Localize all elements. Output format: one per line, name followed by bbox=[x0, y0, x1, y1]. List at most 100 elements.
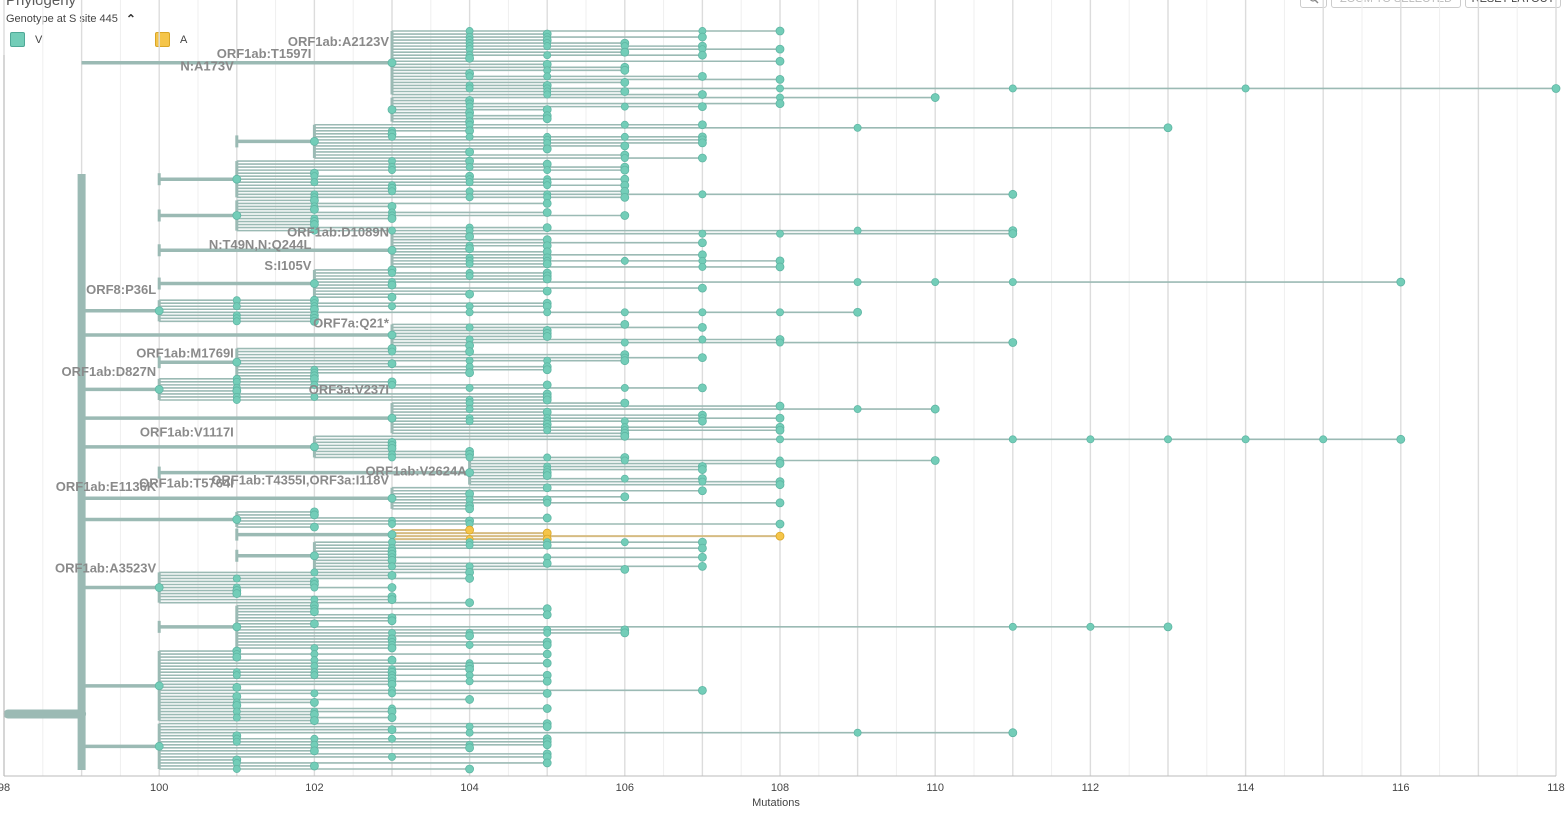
tip-point[interactable] bbox=[620, 78, 630, 87]
node-point[interactable] bbox=[388, 226, 396, 235]
node-point[interactable] bbox=[543, 42, 552, 51]
tip-point[interactable] bbox=[542, 144, 552, 154]
internal-node[interactable] bbox=[232, 515, 242, 524]
node-point[interactable] bbox=[1008, 435, 1017, 444]
node-point[interactable] bbox=[232, 574, 241, 583]
node-point[interactable] bbox=[310, 583, 319, 592]
node-point[interactable] bbox=[388, 520, 396, 528]
node-point[interactable] bbox=[1008, 84, 1017, 93]
tip-point[interactable] bbox=[387, 359, 397, 369]
node-point[interactable] bbox=[776, 84, 784, 93]
tip-point[interactable] bbox=[309, 205, 319, 214]
tip-point[interactable] bbox=[620, 141, 630, 151]
tip-point[interactable] bbox=[465, 147, 475, 157]
tip-point[interactable] bbox=[542, 658, 552, 668]
tip-point[interactable] bbox=[309, 522, 319, 532]
tip-point[interactable] bbox=[775, 413, 785, 423]
internal-node[interactable] bbox=[387, 330, 397, 340]
node-point[interactable] bbox=[465, 323, 474, 332]
tip-point[interactable] bbox=[620, 211, 630, 220]
tip-point[interactable] bbox=[309, 316, 319, 326]
node-point[interactable] bbox=[776, 338, 784, 347]
tip-point[interactable] bbox=[465, 574, 475, 583]
node-point[interactable] bbox=[465, 84, 474, 93]
node-point[interactable] bbox=[232, 396, 241, 404]
tip-point[interactable] bbox=[387, 616, 397, 626]
node-point[interactable] bbox=[388, 347, 396, 356]
node-point[interactable] bbox=[776, 229, 784, 238]
tip-point[interactable] bbox=[542, 365, 552, 375]
node-point[interactable] bbox=[232, 737, 241, 746]
tip-point[interactable] bbox=[775, 262, 785, 272]
node-point[interactable] bbox=[465, 383, 474, 392]
tip-point[interactable] bbox=[775, 44, 785, 54]
tip-point[interactable] bbox=[698, 283, 707, 293]
tip-point[interactable] bbox=[465, 244, 475, 254]
tip-point[interactable] bbox=[309, 607, 319, 617]
node-point[interactable] bbox=[310, 226, 319, 235]
tip-point[interactable] bbox=[775, 519, 785, 529]
node-point[interactable] bbox=[853, 226, 862, 235]
node-point[interactable] bbox=[620, 256, 629, 265]
node-point[interactable] bbox=[931, 278, 940, 286]
node-point[interactable] bbox=[853, 123, 862, 132]
node-point[interactable] bbox=[465, 72, 474, 81]
internal-node[interactable] bbox=[309, 279, 319, 288]
tip-point[interactable] bbox=[698, 323, 707, 332]
tip-point[interactable] bbox=[620, 165, 630, 175]
tip-point[interactable] bbox=[542, 380, 552, 390]
tip-point[interactable] bbox=[930, 404, 940, 414]
tip-point[interactable] bbox=[620, 87, 630, 96]
tip-point[interactable] bbox=[1396, 434, 1406, 444]
node-point[interactable] bbox=[388, 132, 396, 141]
node-point[interactable] bbox=[620, 154, 629, 162]
tip-point[interactable] bbox=[309, 761, 319, 771]
tip-point[interactable] bbox=[698, 102, 707, 112]
tip-point[interactable] bbox=[387, 583, 397, 592]
tip-point[interactable] bbox=[698, 50, 707, 60]
tip-point[interactable] bbox=[542, 610, 552, 620]
tip-point[interactable] bbox=[465, 368, 475, 378]
tip-point[interactable] bbox=[775, 498, 785, 508]
tip-point[interactable] bbox=[698, 416, 707, 426]
tip-point[interactable] bbox=[542, 558, 552, 568]
tip-point[interactable] bbox=[465, 347, 475, 357]
tip-point[interactable] bbox=[465, 598, 475, 608]
tip-point[interactable] bbox=[542, 208, 552, 217]
tip-point[interactable] bbox=[775, 56, 785, 66]
tip-point[interactable] bbox=[387, 725, 397, 735]
tip-point[interactable] bbox=[309, 619, 319, 629]
tip-point[interactable] bbox=[542, 758, 552, 768]
node-point[interactable] bbox=[465, 193, 474, 202]
internal-node[interactable] bbox=[387, 530, 397, 539]
tip-point[interactable] bbox=[1163, 123, 1173, 133]
node-point[interactable] bbox=[465, 132, 474, 141]
tip-point[interactable] bbox=[775, 74, 785, 84]
node-point[interactable] bbox=[776, 308, 784, 317]
tip-point[interactable] bbox=[620, 431, 630, 441]
internal-node[interactable] bbox=[387, 493, 397, 503]
node-point[interactable] bbox=[853, 405, 862, 414]
node-point[interactable] bbox=[698, 190, 707, 199]
node-point[interactable] bbox=[543, 308, 552, 317]
tip-point[interactable] bbox=[542, 223, 552, 232]
zoom-button[interactable] bbox=[1300, 0, 1327, 8]
internal-node[interactable] bbox=[154, 306, 164, 316]
tip-point[interactable] bbox=[698, 486, 707, 496]
tip-point[interactable] bbox=[542, 722, 552, 732]
tip-point[interactable] bbox=[1008, 728, 1018, 738]
node-point[interactable] bbox=[465, 259, 474, 268]
node-point[interactable] bbox=[543, 453, 552, 462]
internal-node[interactable] bbox=[154, 385, 164, 394]
tip-point[interactable] bbox=[775, 531, 785, 541]
node-point[interactable] bbox=[1241, 84, 1250, 93]
tip-layer[interactable] bbox=[154, 26, 1561, 774]
node-point[interactable] bbox=[310, 178, 319, 187]
tip-point[interactable] bbox=[620, 628, 630, 638]
tip-point[interactable] bbox=[698, 153, 707, 163]
node-point[interactable] bbox=[465, 677, 474, 686]
node-point[interactable] bbox=[388, 752, 396, 761]
tip-point[interactable] bbox=[698, 120, 707, 130]
tip-point[interactable] bbox=[387, 571, 397, 580]
